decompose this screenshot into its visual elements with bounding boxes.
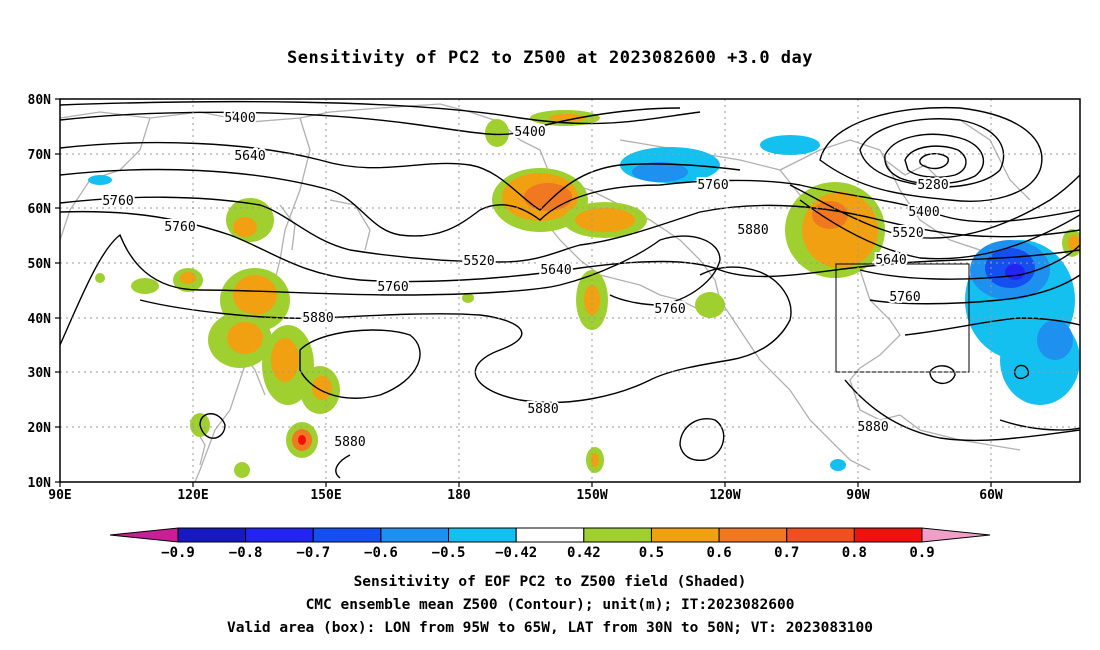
z500-contours xyxy=(60,100,1080,479)
contour-label: 5520 xyxy=(463,254,494,269)
colorbar-swatch xyxy=(312,527,382,543)
colorbar-swatch xyxy=(177,527,247,543)
colorbar-label: 0.8 xyxy=(842,545,867,561)
colorbar-low-triangle xyxy=(109,527,179,543)
lon-label: 180 xyxy=(447,488,471,503)
contour-label: 5880 xyxy=(334,435,365,450)
contour-label: 5880 xyxy=(857,420,888,435)
lon-label: 60W xyxy=(979,488,1003,503)
lon-label: 150W xyxy=(576,488,607,503)
contour-label: 5880 xyxy=(302,311,333,326)
lon-label: 90W xyxy=(846,488,870,503)
colorbar-label: −0.7 xyxy=(296,545,330,561)
lat-label: 80N xyxy=(28,93,52,108)
caption-valid-area: Valid area (box): LON from 95W to 65W, L… xyxy=(226,620,873,636)
lat-label: 20N xyxy=(28,421,52,436)
contour-label: 5880 xyxy=(527,402,558,417)
caption-contour: CMC ensemble mean Z500 (Contour); unit(m… xyxy=(305,597,795,613)
contour-label: 5640 xyxy=(234,149,265,164)
contour-label: 5760 xyxy=(102,194,133,209)
colorbar: −0.9 −0.8 −0.7 −0.6 −0.5 −0.42 0.42 0.5 0.6 0.7 0.… xyxy=(109,527,991,561)
colorbar-label: 0.7 xyxy=(774,545,799,561)
contour-label: 5520 xyxy=(892,226,923,241)
contour-label: 5640 xyxy=(540,263,571,278)
contour-label: 5400 xyxy=(908,205,939,220)
map-gridlines xyxy=(60,99,1080,482)
contour-label: 5640 xyxy=(875,253,906,268)
colorbar-label: 0.5 xyxy=(639,545,664,561)
colorbar-label: −0.9 xyxy=(161,545,195,561)
colorbar-high-triangle xyxy=(921,527,991,543)
contour-label: 5760 xyxy=(889,290,920,305)
map-title: Sensitivity of PC2 to Z500 at 2023082600… xyxy=(286,48,813,68)
colorbar-swatch xyxy=(786,527,855,543)
lat-label: 30N xyxy=(28,366,52,381)
colorbar-label: −0.42 xyxy=(495,545,537,561)
colorbar-swatch xyxy=(448,527,517,543)
colorbar-swatch xyxy=(245,527,314,543)
colorbar-label: −0.5 xyxy=(432,545,466,561)
colorbar-label: 0.9 xyxy=(909,545,934,561)
colorbar-label: −0.8 xyxy=(229,545,263,561)
colorbar-swatch xyxy=(718,527,788,543)
lon-label: 120E xyxy=(177,488,208,503)
lat-label: 10N xyxy=(28,476,52,491)
map-frame xyxy=(59,98,1081,483)
contour-label: 5760 xyxy=(164,220,195,235)
lon-label: 90E xyxy=(48,488,71,503)
colorbar-label: 0.6 xyxy=(706,545,731,561)
contour-label: 5400 xyxy=(224,111,255,126)
lon-label: 150E xyxy=(310,488,341,503)
caption-shading: Sensitivity of EOF PC2 to Z500 field (Sh… xyxy=(353,574,747,590)
lat-label: 50N xyxy=(28,257,52,272)
contour-label: 5400 xyxy=(514,125,545,140)
sensitivity-shading xyxy=(88,110,1080,478)
contour-label: 5880 xyxy=(737,223,768,238)
contour-label: 5760 xyxy=(654,302,685,317)
axis-ticks xyxy=(55,98,992,487)
colorbar-label: −0.6 xyxy=(364,545,398,561)
lat-label: 70N xyxy=(28,148,52,163)
colorbar-swatch xyxy=(515,527,585,543)
colorbar-swatch xyxy=(853,527,923,543)
colorbar-swatch xyxy=(380,527,450,543)
coastlines xyxy=(60,103,1031,482)
lon-label: 120W xyxy=(709,488,740,503)
contour-label: 5760 xyxy=(377,280,408,295)
contour-label: 5280 xyxy=(917,178,948,193)
lat-label: 60N xyxy=(28,202,52,217)
lat-label: 40N xyxy=(28,312,52,327)
colorbar-label: 0.42 xyxy=(567,545,601,561)
colorbar-swatch xyxy=(583,527,652,543)
contour-label: 5760 xyxy=(697,178,728,193)
colorbar-swatch xyxy=(650,527,720,543)
